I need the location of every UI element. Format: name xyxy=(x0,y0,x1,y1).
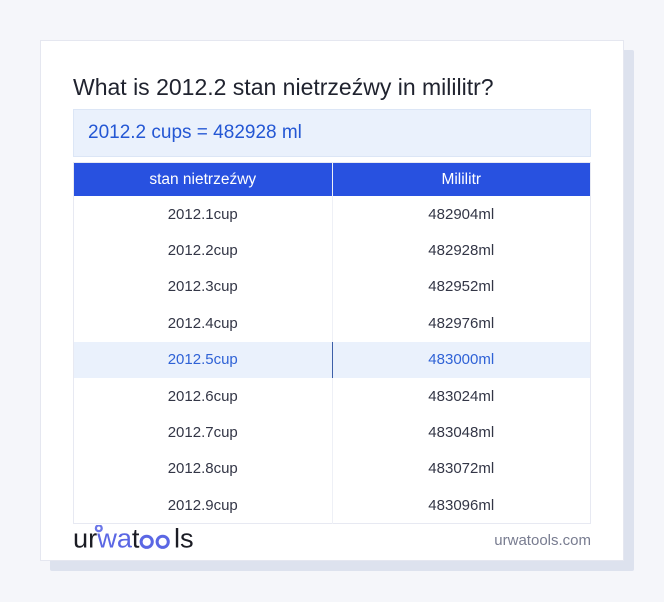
svg-text:t: t xyxy=(132,525,140,554)
svg-text:wa: wa xyxy=(96,525,133,554)
svg-text:ur: ur xyxy=(73,525,97,554)
svg-text:ls: ls xyxy=(174,525,194,554)
